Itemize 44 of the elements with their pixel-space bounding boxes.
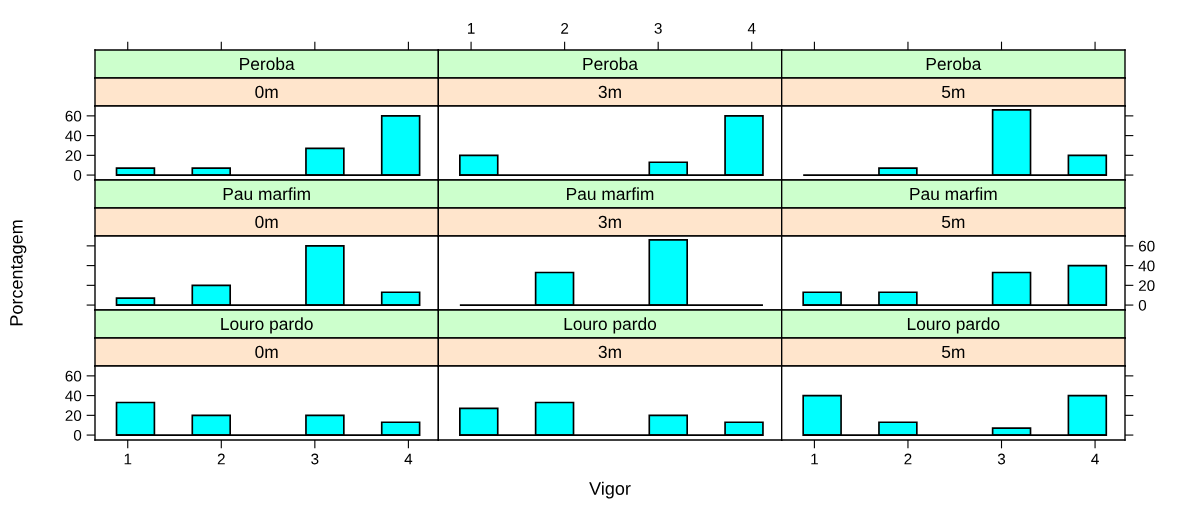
chart-subtitle: 5m [941,345,965,359]
chart-subtitle: 0m [255,345,278,359]
y-axis-title: Porcentagem [10,220,27,326]
chart-title: Louro pardo [564,317,657,334]
x-tick-label: 4 [404,453,413,465]
chart-subtitle: 0m [255,215,278,229]
y-tick-label: 60 [65,370,82,382]
y-tick-label: 0 [1138,299,1147,311]
chart-subtitle: 3m [598,345,621,359]
y-tick-label: 0 [73,169,82,181]
x-tick-label: 2 [904,453,912,465]
chart-subtitle: 5m [941,85,965,99]
x-tick-label: 1 [811,453,818,465]
chart-subtitle: 3m [598,215,621,229]
y-tick-label: 40 [65,390,82,402]
x-tick-label: 1 [467,23,475,34]
x-tick-label: 3 [311,453,319,465]
chart-title: Louro pardo [221,317,313,334]
x-tick-label: 1 [124,453,132,465]
x-axis-title: Vigor [589,481,631,499]
chart-title: Peroba [240,57,295,71]
y-tick-label: 60 [65,110,82,122]
chart-title: Peroba [926,57,982,71]
chart-subtitle: 0m [255,85,278,99]
chart-title: Pau marfim [910,187,997,201]
y-tick-label: 40 [65,130,82,142]
chart-subtitle: 3m [598,85,621,99]
x-tick-label: 2 [217,453,225,465]
x-tick-label: 3 [654,22,662,34]
chart-title: Pau marfim [567,187,654,201]
y-tick-label: 60 [1138,240,1155,252]
chart-title: Pau marfim [223,187,310,201]
y-tick-label: 20 [65,150,82,162]
chart-title: Peroba [583,57,638,71]
x-tick-label: 3 [997,453,1006,465]
y-tick-label: 20 [65,410,82,422]
x-tick-label: 2 [561,22,569,34]
chart-subtitle: 5m [941,215,965,229]
y-tick-label: 0 [73,429,82,441]
x-tick-label: 4 [1091,453,1099,465]
x-tick-label: 4 [747,23,756,34]
y-tick-label: 20 [1138,280,1155,292]
chart-title: Louro pardo [907,317,1000,334]
y-tick-label: 40 [1138,260,1155,272]
